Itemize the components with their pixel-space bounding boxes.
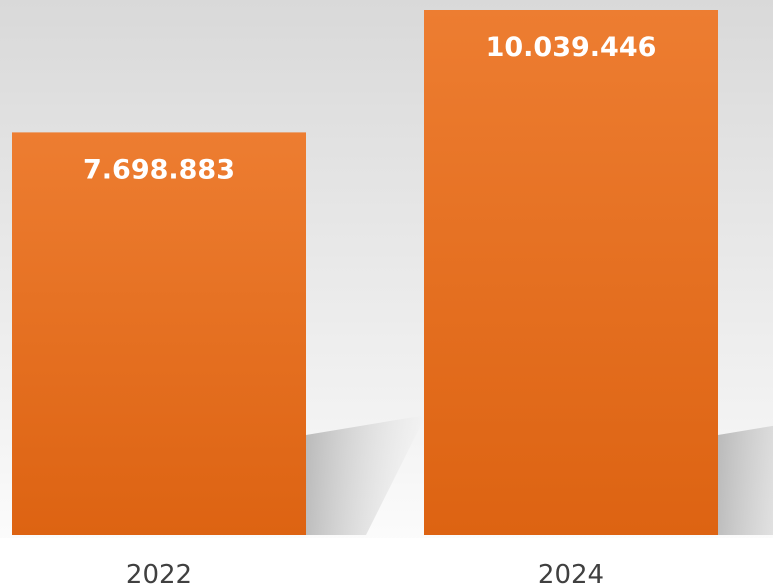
bar-2024 [424, 10, 718, 535]
bar-2022 [12, 132, 306, 536]
plot-floor [0, 538, 773, 587]
bar-shadow [306, 415, 426, 535]
bar-value-label: 7.698.883 [83, 154, 235, 185]
x-tick-label: 2022 [126, 560, 192, 587]
bar-value-label: 10.039.446 [486, 32, 657, 63]
bar-shadow [718, 425, 773, 535]
x-tick-label: 2024 [538, 560, 604, 587]
